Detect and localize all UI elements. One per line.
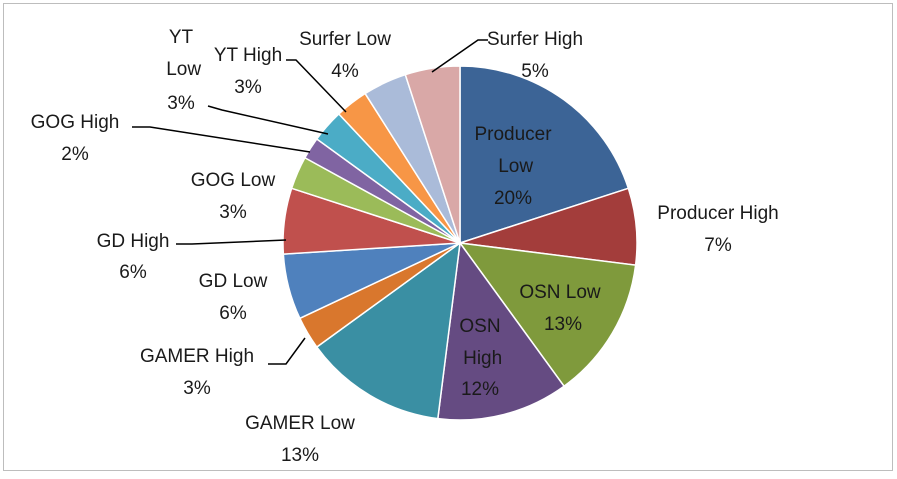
slice-label: GD High	[97, 231, 170, 252]
value-label: 6%	[219, 303, 247, 324]
value-label: 3%	[167, 93, 195, 114]
slice-label: YT High	[214, 45, 282, 66]
slice-label: GOG High	[31, 112, 120, 133]
leader-line	[176, 239, 287, 245]
value-label: 13%	[281, 445, 319, 466]
slice-label: GD Low	[199, 271, 268, 292]
value-label: 20%	[494, 188, 532, 209]
value-label: 3%	[219, 202, 247, 223]
slice-label: Producer High	[657, 203, 778, 224]
leader-line	[268, 337, 306, 365]
slice-label: OSN Low	[519, 282, 601, 303]
value-label: 6%	[119, 262, 147, 283]
slice-label: Surfer Low	[299, 29, 391, 50]
value-label: 13%	[544, 314, 582, 335]
slice-label: YT Low	[161, 27, 201, 80]
slice-label: Producer Low	[474, 124, 552, 177]
value-label: 3%	[183, 378, 211, 399]
pie-slice	[315, 241, 461, 420]
value-label: 5%	[521, 61, 549, 82]
pie-slice	[436, 241, 566, 421]
value-label: 12%	[461, 379, 499, 400]
value-label: 3%	[234, 77, 262, 98]
leader-line	[132, 126, 311, 153]
leader-line	[286, 59, 347, 113]
slice-label: GAMER Low	[245, 413, 355, 434]
value-label: 2%	[61, 144, 89, 165]
leader-line	[207, 105, 329, 135]
slice-label: Surfer High	[487, 29, 583, 50]
slice-label: GAMER High	[140, 346, 254, 367]
value-label: 7%	[704, 235, 732, 256]
pie-slice	[458, 242, 637, 388]
pie-slice	[404, 65, 461, 244]
slice-label: GOG Low	[191, 170, 276, 191]
slice-label: OSN High	[458, 316, 502, 369]
leader-line	[431, 39, 488, 73]
pie-slice	[459, 65, 630, 245]
value-label: 4%	[331, 61, 359, 82]
